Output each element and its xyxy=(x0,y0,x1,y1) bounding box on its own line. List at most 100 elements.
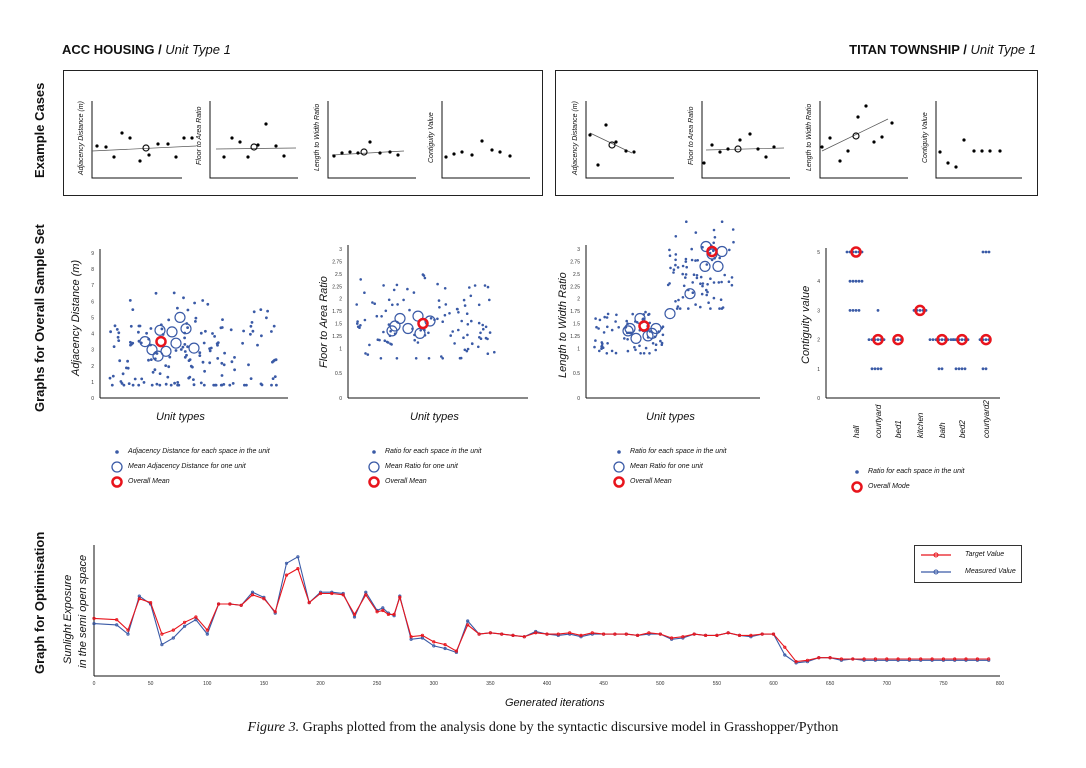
opt-series-point xyxy=(420,633,424,638)
ex-titan-p1 xyxy=(585,101,674,179)
chart4-point xyxy=(987,250,991,254)
opt-series-point xyxy=(409,635,413,639)
chart2-point xyxy=(473,284,477,287)
chart2-ytick-label: 3 xyxy=(339,247,342,253)
opt-series-point xyxy=(432,644,436,648)
chart3-point xyxy=(690,247,693,251)
chart1-unit-mean xyxy=(174,311,186,323)
chart2-point xyxy=(364,352,367,355)
chart4-point xyxy=(860,279,864,283)
opt-series-point xyxy=(381,608,385,613)
opt-series-point xyxy=(851,657,855,661)
opt-series-point xyxy=(364,593,368,597)
chart1-point xyxy=(241,341,245,345)
chart3-point xyxy=(603,315,606,319)
chart4-overall-mode xyxy=(980,333,992,346)
ex-acc-p2 xyxy=(209,101,298,179)
chart4-point xyxy=(928,338,932,341)
chart1-unit-mean xyxy=(188,342,200,354)
opt-ylabel-1: Sunlight Exposure xyxy=(62,574,74,664)
chart3-point xyxy=(617,326,620,329)
chart1-point xyxy=(137,383,141,387)
chart2-ytick-label: 1.25 xyxy=(332,334,342,340)
chart3-point xyxy=(595,325,598,329)
chart3-point xyxy=(708,251,712,255)
chart1-point xyxy=(219,326,223,330)
chart3-ytick-label: 2 xyxy=(577,297,580,303)
chart3-point xyxy=(623,337,626,340)
opt-series-point xyxy=(726,631,730,635)
chart4-point xyxy=(879,367,883,371)
chart3-legend-item-2: Mean Ratio for one unit xyxy=(630,463,703,470)
chart4-overall-mode xyxy=(956,333,968,346)
chart3-unit-mean xyxy=(622,325,634,337)
chart2-point xyxy=(384,309,388,313)
chart3-point xyxy=(684,273,688,276)
chart2-point xyxy=(455,307,459,311)
chart1-point xyxy=(220,374,224,377)
chart3-point xyxy=(701,284,704,288)
chart4-point xyxy=(960,367,964,371)
chart2-point xyxy=(427,331,430,335)
opt-series-point xyxy=(160,642,164,647)
chart3-point xyxy=(597,327,600,330)
chart4-point xyxy=(851,279,855,283)
chart1-point xyxy=(272,324,276,328)
chart4-point xyxy=(949,338,953,341)
chart3-point xyxy=(681,296,685,299)
chart1-point xyxy=(223,351,227,355)
chart1-point xyxy=(198,354,202,357)
chart4-overall-mode xyxy=(892,333,904,346)
chart3-point xyxy=(712,241,715,245)
chart3-point xyxy=(594,339,597,342)
chart1-legend-item-2: Mean Adjacency Distance for one unit xyxy=(128,463,246,470)
chart3-point xyxy=(626,338,629,341)
chart4-point xyxy=(940,338,944,341)
chart3-point xyxy=(699,305,702,309)
chart3-point xyxy=(720,280,723,284)
opt-legend-measured-label: Measured Value xyxy=(965,568,1016,575)
chart3-point xyxy=(644,310,647,314)
opt-legend-measured: Measured Value xyxy=(915,563,1021,580)
chart2-ytick-label: 2 xyxy=(339,297,342,303)
opt-xtick-label: 50 xyxy=(148,681,154,687)
chart3-point xyxy=(676,305,680,308)
opt-xtick-label: 700 xyxy=(883,681,892,687)
chart3-point xyxy=(691,281,694,284)
chart1-point xyxy=(260,334,263,338)
chart3-point xyxy=(701,282,705,285)
chart1-point xyxy=(110,383,114,387)
chart3-point xyxy=(659,339,662,343)
chart1-point xyxy=(179,348,183,351)
chart1-point xyxy=(133,377,137,381)
chart2-point xyxy=(488,331,492,334)
chart3-point xyxy=(674,258,677,262)
left-header-sub: Unit Type 1 xyxy=(165,42,231,57)
chart3-point xyxy=(682,284,686,288)
chart4-point xyxy=(851,309,855,312)
chart1-point xyxy=(259,308,263,311)
chart3-unit-mean xyxy=(684,288,696,300)
chart2-point xyxy=(376,338,380,342)
chart1-point xyxy=(158,383,162,387)
chart3-point xyxy=(695,274,699,277)
chart3-point xyxy=(641,318,645,321)
opt-ylabel-2: in the semi open space xyxy=(77,554,89,668)
chart2-point xyxy=(379,357,383,360)
chart1-point xyxy=(201,360,205,364)
chart1-point xyxy=(145,331,149,335)
chart3-ytick-label: 2.25 xyxy=(570,284,580,290)
chart2-point xyxy=(477,303,481,307)
opt-series-point xyxy=(930,657,934,661)
chart1-point xyxy=(153,368,157,372)
chart1-point xyxy=(256,343,259,347)
chart1-point xyxy=(198,351,202,355)
opt-series-point xyxy=(760,632,764,636)
chart3-point xyxy=(676,266,680,269)
chart1-point xyxy=(108,376,112,380)
chart1-point xyxy=(129,340,132,344)
chart3-point xyxy=(692,273,696,277)
chart2-point xyxy=(437,299,441,302)
chart1-point xyxy=(186,345,190,349)
chart3-point xyxy=(718,307,721,310)
